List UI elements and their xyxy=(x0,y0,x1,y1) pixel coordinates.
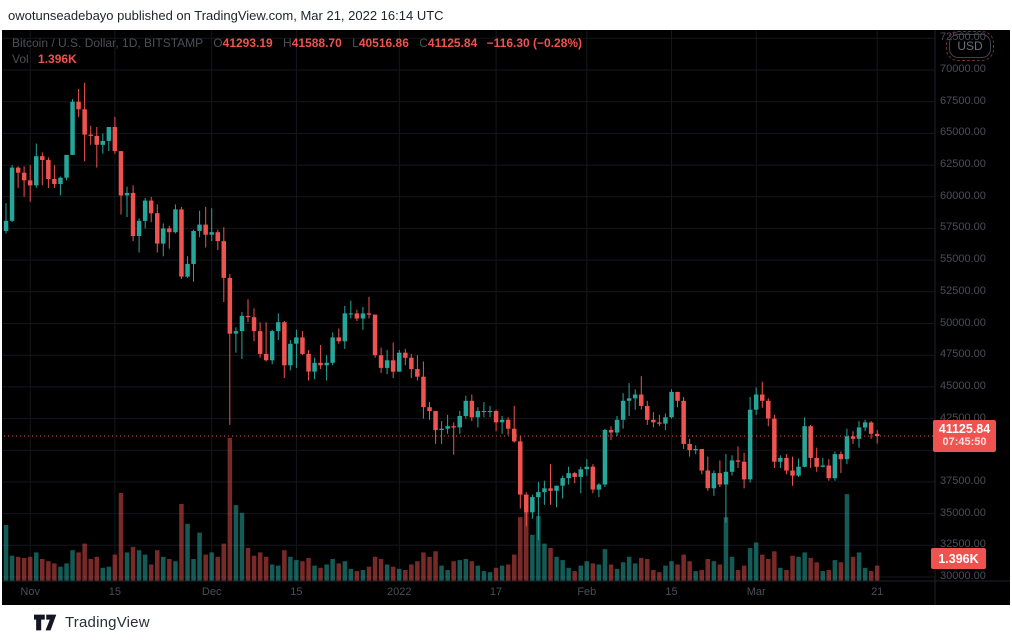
price-tick-label: 52500.00 xyxy=(940,284,986,297)
last-price-badge: 41125.84 07:45:50 xyxy=(933,419,996,452)
last-price-value: 41125.84 xyxy=(938,421,991,436)
tradingview-link[interactable]: TradingView xyxy=(34,614,150,631)
volume-label: Vol xyxy=(12,52,29,66)
price-tick-label: 67500.00 xyxy=(940,94,986,107)
time-tick-label: 21 xyxy=(871,586,884,598)
close-label: C xyxy=(419,36,428,50)
low-label: L xyxy=(352,36,359,50)
price-tick-label: 47500.00 xyxy=(940,348,986,361)
high-value: 41588.70 xyxy=(291,36,342,50)
time-tick-label: Dec xyxy=(201,586,222,598)
time-tick-label: 15 xyxy=(108,586,122,598)
price-tick-label: 35000.00 xyxy=(940,506,986,519)
time-tick-label: Mar xyxy=(746,586,766,598)
candlestick-chart[interactable]: Bitcoin / U.S. Dollar, 1D, BITSTAMP O412… xyxy=(0,30,1012,605)
price-tick-label: 57500.00 xyxy=(940,221,986,234)
price-tick-label: 45000.00 xyxy=(940,379,986,392)
chart-legend: Bitcoin / U.S. Dollar, 1D, BITSTAMP O412… xyxy=(12,35,582,52)
price-tick-label: 62500.00 xyxy=(940,158,986,171)
price-tick-label: 37500.00 xyxy=(940,474,986,487)
price-tick-label: 55000.00 xyxy=(940,253,986,266)
price-tick-label: 60000.00 xyxy=(940,189,986,202)
price-tick-label: 50000.00 xyxy=(940,316,986,329)
attribution-text: owotunseadebayo published on TradingView… xyxy=(8,7,444,23)
currency-toggle-button[interactable]: USD xyxy=(946,31,994,61)
time-tick-label: 15 xyxy=(290,586,303,598)
chart-canvas[interactable] xyxy=(0,30,1012,605)
close-value: 41125.84 xyxy=(427,36,478,50)
volume-legend: Vol 1.396K xyxy=(12,52,77,66)
price-tick-label: 32500.00 xyxy=(940,538,986,551)
time-tick-label: Nov xyxy=(20,586,40,598)
time-tick-label: 15 xyxy=(665,586,678,598)
high-label: H xyxy=(283,36,292,50)
tradingview-wordmark: TradingView xyxy=(65,614,150,631)
last-volume-badge: 1.396K xyxy=(931,548,986,569)
price-tick-label: 30000.00 xyxy=(940,570,986,582)
low-value: 40516.86 xyxy=(358,36,409,50)
change-value: −116.30 (−0.28%) xyxy=(486,36,583,50)
open-value: 41293.19 xyxy=(222,36,273,50)
bar-countdown: 07:45:50 xyxy=(942,435,987,448)
price-tick-label: 65000.00 xyxy=(940,126,986,139)
time-tick-label: 17 xyxy=(489,586,503,598)
attribution-bar: owotunseadebayo published on TradingView… xyxy=(0,0,1012,30)
tradingview-logo-icon xyxy=(34,614,57,631)
volume-value: 1.396K xyxy=(38,52,77,66)
footer-bar: TradingView xyxy=(0,605,1012,640)
open-label: O xyxy=(213,36,223,50)
time-tick-label: Feb xyxy=(577,586,597,598)
price-tick-label: 70000.00 xyxy=(940,63,986,75)
symbol-title[interactable]: Bitcoin / U.S. Dollar, 1D, BITSTAMP xyxy=(12,36,203,50)
time-tick-label: 2022 xyxy=(387,586,412,598)
